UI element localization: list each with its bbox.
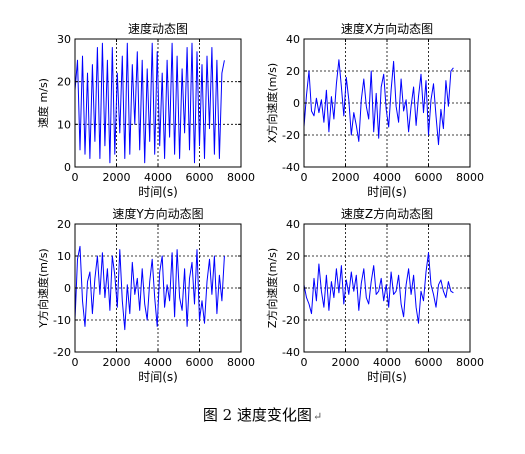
chart-panel-3: 0 2000 4000 6000 8000 -20 -10 0 10 20 速度Y方向动态图时间(s… <box>36 206 255 384</box>
series-line-1 <box>74 42 225 164</box>
x-tick-label: 6000 <box>415 356 443 369</box>
chart-title: 速度动态图 <box>128 21 188 36</box>
y-tick-label: -40 <box>282 346 300 359</box>
x-tick-label: 4000 <box>144 171 172 184</box>
x-tick-label: 0 <box>72 356 79 369</box>
y-tick-label: 10 <box>57 250 71 263</box>
x-tick-label: 4000 <box>373 171 401 184</box>
chart-panel-2: 0 2000 4000 6000 8000 -40 -20 0 20 40 速度X方向动态图时间(s… <box>265 21 484 199</box>
y-tick-label: -40 <box>282 161 300 174</box>
x-axis-label: 时间(s) <box>367 185 407 199</box>
chart-title: 速度Y方向动态图 <box>112 206 203 221</box>
chart-title: 速度Z方向动态图 <box>341 206 433 221</box>
series-line-1 <box>303 252 454 324</box>
y-tick-label: -20 <box>282 314 300 327</box>
y-tick-label: 10 <box>57 118 71 131</box>
x-tick-label: 8000 <box>456 356 484 369</box>
figure-caption-text: 图 2 速度变化图 <box>202 406 312 424</box>
y-tick-label: 20 <box>286 250 300 263</box>
y-tick-label: 0 <box>64 282 71 295</box>
paragraph-mark-icon: ↵ <box>312 410 323 423</box>
y-axis-label: 速度 m/s) <box>36 78 50 128</box>
y-tick-label: 20 <box>57 76 71 89</box>
x-tick-label: 8000 <box>227 171 255 184</box>
x-tick-label: 0 <box>72 171 79 184</box>
x-tick-label: 4000 <box>373 356 401 369</box>
x-axis-label: 时间(s) <box>138 370 178 384</box>
x-tick-label: 2000 <box>103 171 131 184</box>
y-tick-label: -20 <box>53 346 71 359</box>
y-tick-label: 20 <box>57 218 71 231</box>
x-tick-label: 4000 <box>144 356 172 369</box>
y-tick-label: 30 <box>57 33 71 46</box>
chart-panel-4: 0 2000 4000 6000 8000 -40 -20 0 20 40 速度Z方向动态图时间(s… <box>265 206 484 384</box>
y-tick-label: 40 <box>286 33 300 46</box>
x-tick-label: 6000 <box>186 171 214 184</box>
x-axis-label: 时间(s) <box>138 185 178 199</box>
y-axis-label: Y方向速度(m/s) <box>36 248 50 328</box>
x-tick-label: 8000 <box>227 356 255 369</box>
y-tick-label: 40 <box>286 218 300 231</box>
chart-title: 速度X方向动态图 <box>341 21 433 36</box>
y-axis-label: Z方向速度(m/s) <box>265 248 279 328</box>
y-tick-label: -10 <box>53 314 71 327</box>
x-axis-label: 时间(s) <box>367 370 407 384</box>
series-line-1 <box>303 59 454 146</box>
y-tick-label: 0 <box>64 161 71 174</box>
x-tick-label: 6000 <box>186 356 214 369</box>
x-tick-label: 2000 <box>332 171 360 184</box>
y-tick-label: -20 <box>282 129 300 142</box>
y-tick-label: 0 <box>293 282 300 295</box>
x-tick-label: 0 <box>301 171 308 184</box>
y-tick-label: 20 <box>286 65 300 78</box>
x-tick-label: 2000 <box>332 356 360 369</box>
y-axis-label: X方向速度(m/s) <box>265 63 279 143</box>
figure-caption: 图 2 速度变化图↵ <box>0 404 525 425</box>
y-tick-label: 0 <box>293 97 300 110</box>
series-line-1 <box>74 245 225 331</box>
x-tick-label: 2000 <box>103 356 131 369</box>
x-tick-label: 8000 <box>456 171 484 184</box>
x-tick-label: 6000 <box>415 171 443 184</box>
x-tick-label: 0 <box>301 356 308 369</box>
